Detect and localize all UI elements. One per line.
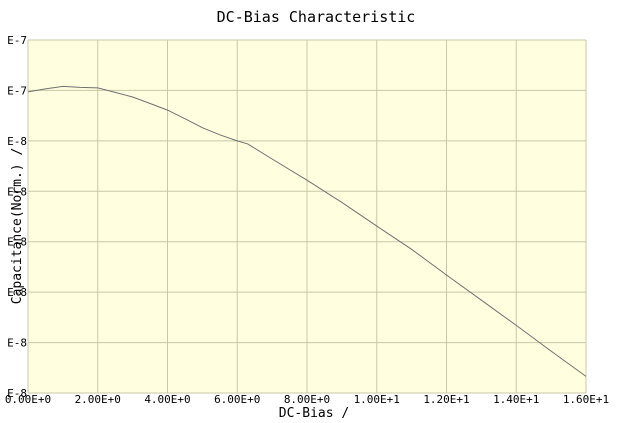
x-tick-label: 1.20E+1	[423, 393, 469, 406]
x-tick-label: 4.00E+0	[144, 393, 190, 406]
y-axis-label: Capacitance(Norm.) /	[10, 148, 25, 305]
y-tick-label: E-7	[7, 84, 27, 97]
x-tick-label: 8.00E+0	[284, 393, 330, 406]
x-tick-label: 1.00E+1	[354, 393, 400, 406]
grid-lines	[27, 39, 587, 394]
y-tick-label: E-8	[7, 185, 27, 198]
y-tick-label: E-8	[7, 337, 27, 350]
x-tick-label: 1.40E+1	[493, 393, 539, 406]
x-tick-label: 2.00E+0	[75, 393, 121, 406]
chart-title: DC-Bias Characteristic	[217, 8, 416, 26]
y-tick-labels: E-8 E-8 E-8 E-8 E-8 E-8 E-7 E-7	[7, 34, 27, 400]
series-layer	[27, 85, 587, 377]
y-tick-label: E-8	[7, 236, 27, 249]
x-tick-label: 1.60E+1	[563, 393, 609, 406]
x-tick-label: 0.00E+0	[5, 393, 51, 406]
y-tick-label: E-8	[7, 387, 27, 400]
x-tick-labels: 0.00E+0 2.00E+0 4.00E+0 6.00E+0 8.00E+0 1.00E…	[5, 393, 609, 406]
x-axis-label: DC-Bias /	[279, 406, 349, 421]
y-tick-label: E-7	[7, 34, 27, 47]
x-tick-label: 6.00E+0	[214, 393, 260, 406]
series-line	[27, 85, 587, 377]
y-tick-label: E-8	[7, 286, 27, 299]
y-tick-label: E-8	[7, 135, 27, 148]
